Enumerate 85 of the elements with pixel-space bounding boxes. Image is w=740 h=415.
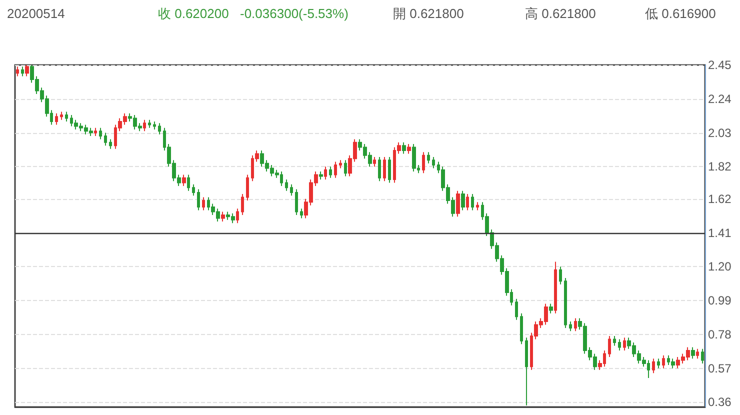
candlestick: [383, 156, 386, 182]
candlestick: [412, 144, 416, 172]
candlestick: [334, 161, 337, 178]
candlestick: [221, 211, 225, 222]
candlestick: [613, 336, 616, 346]
candlestick: [187, 174, 190, 192]
candlestick: [60, 111, 63, 120]
candlestick: [182, 174, 186, 186]
candlestick: [525, 337, 528, 406]
y-tick-label: 1.82: [708, 160, 732, 174]
y-tick-label: 0.99: [708, 294, 732, 308]
candlestick: [324, 166, 327, 180]
candlestick: [329, 166, 332, 178]
candlestick: [158, 122, 161, 135]
candlestick: [476, 202, 479, 211]
candlestick: [388, 156, 391, 184]
chart-title: 20200514: [7, 6, 65, 21]
candlestick: [373, 156, 376, 168]
candlestick: [608, 336, 611, 358]
candlestick: [422, 152, 425, 174]
text: -0.036300(-5.53%): [240, 6, 348, 21]
candlestick: [143, 119, 146, 132]
candlestick: [564, 277, 567, 328]
candlestick: [657, 358, 660, 369]
candlestick: [569, 321, 572, 332]
candlestick: [109, 138, 112, 150]
candlestick: [554, 261, 557, 314]
candlestick: [515, 298, 518, 320]
candlestick: [55, 112, 58, 126]
candlestick: [21, 66, 24, 77]
candlestick: [402, 142, 406, 154]
candlestick: [471, 194, 474, 211]
y-tick-label: 0.36: [708, 395, 732, 410]
candlestick: [432, 156, 435, 169]
candlestick: [285, 179, 288, 192]
candlestick: [16, 66, 19, 77]
candlestick: [456, 190, 460, 218]
candlestick: [236, 208, 239, 224]
candlestick: [300, 208, 303, 219]
candlestick: [618, 338, 621, 352]
candlestick: [691, 346, 695, 360]
candlestick: [662, 354, 665, 369]
candlestick: [339, 160, 342, 169]
candlestick: [344, 160, 347, 177]
candlestick: [148, 119, 151, 128]
candlestick: [65, 111, 68, 122]
candlestick: [319, 170, 323, 180]
y-tick-label: 1.41: [708, 226, 732, 240]
y-tick-label: 2.03: [708, 126, 732, 140]
y-tick-label: 0.78: [708, 327, 732, 342]
candlestick: [153, 120, 156, 130]
candlestick: [192, 184, 195, 196]
candlestick: [295, 188, 298, 216]
candlestick: [461, 190, 465, 211]
candlestick: [94, 127, 97, 136]
y-tick-label: 1.62: [708, 192, 732, 206]
text: 開 0.621800: [393, 6, 464, 21]
y-tick-label: 1.20: [708, 260, 732, 274]
candlestick: [559, 266, 562, 285]
candlestick: [197, 188, 200, 211]
candlestick: [574, 318, 577, 332]
y-tick-label: 2.45: [708, 58, 732, 72]
candlestick: [696, 348, 699, 360]
candlestick: [549, 303, 553, 314]
candlestick: [623, 337, 626, 352]
text: 高 0.621800: [525, 6, 596, 21]
candlestick: [241, 194, 244, 216]
candlestick: [99, 127, 102, 140]
text: 低 0.616900: [645, 6, 716, 21]
candlestick: [671, 358, 675, 369]
candlestick: [466, 194, 469, 211]
candlestick: [701, 348, 704, 364]
y-tick-label: 0.57: [708, 361, 732, 376]
candlestick: [427, 152, 430, 164]
candlestick: [407, 144, 411, 154]
candlestick: [520, 312, 523, 345]
candlestick: [378, 156, 381, 182]
candlestick: [202, 196, 205, 211]
candlestick: [104, 132, 107, 146]
candlestick: [246, 174, 249, 202]
text: 收 0.620200: [158, 6, 229, 21]
candlestick: [290, 184, 293, 196]
y-tick-label: 2.24: [708, 92, 732, 106]
candlestick: [652, 358, 655, 374]
candlestick: [25, 64, 29, 77]
